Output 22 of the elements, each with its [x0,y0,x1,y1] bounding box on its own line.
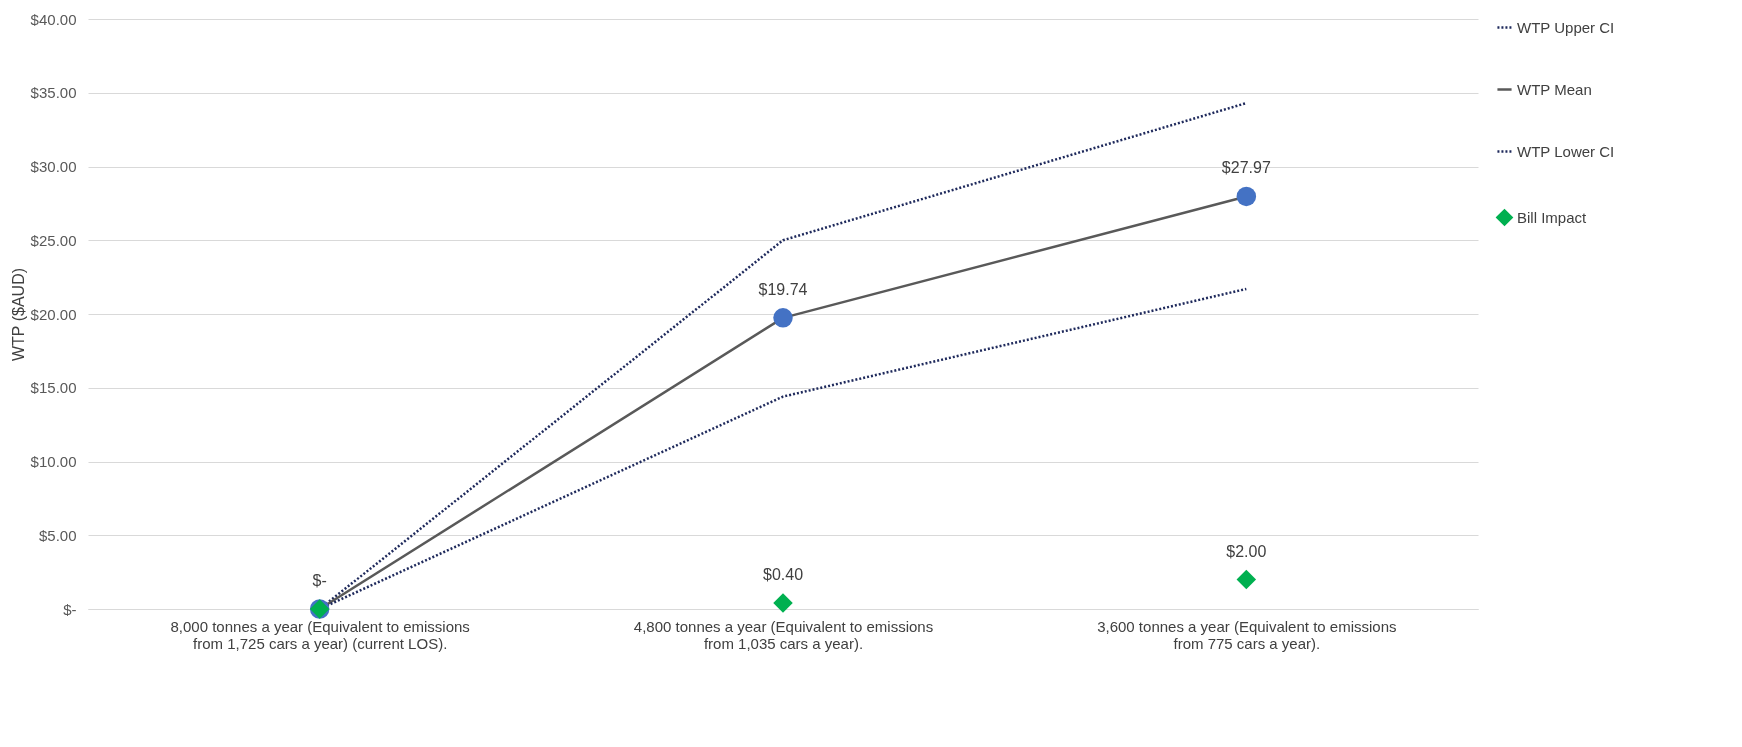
y-tick-label: $35.00 [30,84,77,102]
y-tick-label: $- [63,600,77,618]
legend-label: WTP Mean [1517,80,1592,98]
data-label: $19.74 [758,280,808,298]
y-tick-label: $25.00 [30,231,77,249]
y-tick-label: $40.00 [30,10,77,28]
legend-label: WTP Upper CI [1517,18,1615,36]
y-tick-label: $15.00 [30,379,77,397]
x-tick-label: 4,800 tonnes a year (Equivalent to emissions from 1,035 cars a year). [633,617,934,652]
data-label: $27.97 [1221,159,1271,177]
y-axis-title: WTP ($AUD) [9,267,27,362]
x-tick-label: 3,600 tonnes a year (Equivalent to emissions from 775 cars a year). [1097,617,1397,652]
legend-label: WTP Lower CI [1517,142,1615,160]
y-tick-label: $5.00 [38,526,77,544]
x-tick-label: 8,000 tonnes a year (Equivalent to emissions from 1,725 cars a year) (current LOS). [170,617,470,652]
y-tick-label: $10.00 [30,453,77,470]
data-label: $- [312,572,327,589]
data-label: $2.00 [1226,542,1267,560]
y-tick-label: $20.00 [30,305,77,323]
y-tick-label: $30.00 [30,158,77,175]
legend-label: Bill Impact [1517,208,1588,226]
data-label: $0.40 [762,566,804,584]
